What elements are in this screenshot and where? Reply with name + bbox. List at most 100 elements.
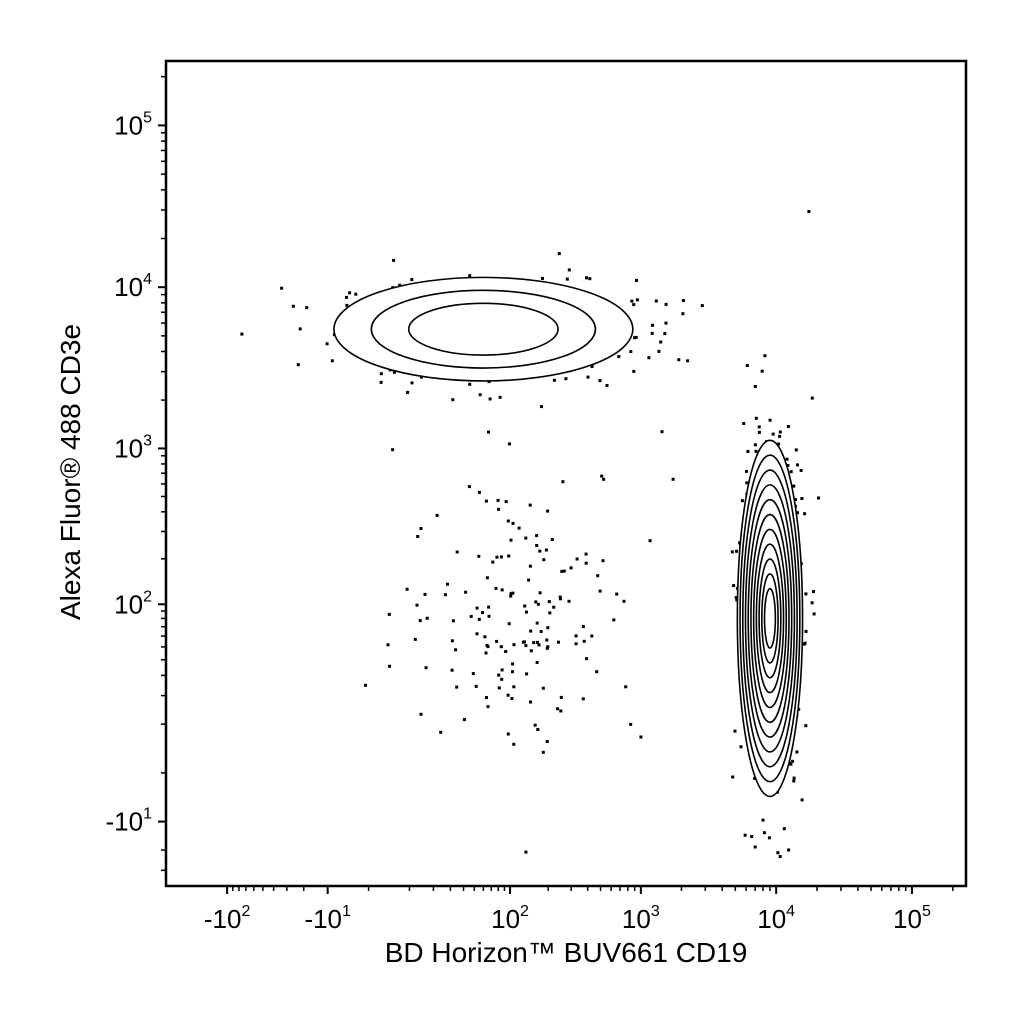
event-dot bbox=[240, 332, 244, 336]
event-dot bbox=[496, 498, 500, 502]
event-dot bbox=[590, 634, 594, 638]
event-dot bbox=[523, 604, 527, 608]
event-dot bbox=[584, 561, 588, 565]
event-dot bbox=[600, 474, 604, 478]
event-dot bbox=[512, 643, 516, 647]
y-tick-label: 102 bbox=[114, 588, 152, 619]
event-dot bbox=[635, 278, 638, 282]
event-dot bbox=[280, 286, 284, 290]
event-dot bbox=[475, 632, 479, 636]
event-dot bbox=[487, 614, 491, 618]
event-dot bbox=[488, 397, 492, 401]
event-dot bbox=[546, 645, 550, 649]
event-dot bbox=[782, 827, 786, 831]
event-dot bbox=[802, 642, 806, 646]
event-dot bbox=[746, 450, 750, 453]
event-dot bbox=[410, 278, 414, 282]
event-dot bbox=[443, 593, 447, 597]
event-dot bbox=[524, 850, 528, 854]
event-dot bbox=[419, 527, 423, 530]
event-dot bbox=[477, 617, 481, 621]
event-dot bbox=[624, 685, 628, 689]
event-dot bbox=[484, 499, 488, 503]
event-dot bbox=[475, 606, 479, 610]
event-dot bbox=[540, 405, 543, 409]
event-dot bbox=[528, 503, 532, 507]
event-dot bbox=[345, 303, 349, 307]
event-dot bbox=[487, 430, 490, 434]
event-dot bbox=[504, 500, 508, 504]
event-dot bbox=[536, 640, 539, 644]
event-dot bbox=[556, 707, 560, 711]
event-dot bbox=[538, 591, 542, 595]
event-dot bbox=[497, 673, 501, 677]
event-dot bbox=[527, 578, 531, 582]
event-dot bbox=[559, 597, 562, 601]
y-tick-label: 103 bbox=[114, 432, 152, 463]
event-dot bbox=[629, 722, 633, 726]
event-dot bbox=[550, 538, 554, 541]
event-dot bbox=[535, 534, 539, 538]
event-dot bbox=[742, 422, 746, 425]
contour-line bbox=[736, 439, 804, 798]
outlier-dot bbox=[634, 335, 638, 339]
event-dot bbox=[451, 619, 455, 623]
event-dot bbox=[763, 354, 767, 358]
event-dot bbox=[364, 683, 367, 687]
event-dot bbox=[564, 377, 568, 381]
contour-line bbox=[752, 528, 788, 709]
event-dot bbox=[750, 835, 754, 838]
event-dot bbox=[379, 372, 383, 376]
event-dot bbox=[545, 740, 549, 743]
y-tick-label: 105 bbox=[114, 109, 152, 140]
event-dot bbox=[495, 639, 499, 643]
event-dot bbox=[506, 693, 510, 697]
event-dot bbox=[535, 661, 539, 664]
event-dot bbox=[419, 712, 423, 716]
event-dot bbox=[536, 728, 540, 731]
event-dot bbox=[500, 668, 504, 672]
event-dot bbox=[413, 637, 417, 641]
event-dot bbox=[534, 600, 538, 604]
event-dot bbox=[567, 268, 571, 272]
event-dot bbox=[528, 564, 532, 568]
event-dot bbox=[745, 481, 749, 485]
event-dot bbox=[792, 776, 796, 780]
event-dot bbox=[499, 645, 503, 649]
event-dot bbox=[632, 303, 636, 307]
event-dot bbox=[388, 664, 391, 668]
x-axis-title: BD Horizon™ BUV661 CD19 bbox=[385, 937, 748, 968]
event-dot bbox=[810, 601, 814, 605]
event-dot bbox=[778, 434, 782, 438]
event-dot bbox=[615, 592, 619, 596]
event-dot bbox=[418, 619, 422, 623]
event-dot bbox=[512, 742, 516, 746]
event-dot bbox=[743, 833, 747, 837]
event-dot bbox=[789, 470, 793, 474]
event-dot bbox=[506, 732, 510, 736]
event-dot bbox=[584, 552, 588, 556]
event-dot bbox=[483, 635, 487, 639]
contour-backdrop bbox=[333, 277, 633, 381]
event-dot bbox=[544, 548, 548, 552]
event-dot bbox=[761, 818, 765, 822]
event-dot bbox=[767, 836, 771, 840]
event-dot bbox=[557, 640, 560, 644]
event-dot bbox=[487, 605, 491, 609]
event-dot bbox=[348, 291, 352, 295]
event-dot bbox=[455, 550, 459, 554]
event-dot bbox=[740, 499, 744, 503]
event-dot bbox=[469, 614, 473, 618]
event-dot bbox=[507, 554, 511, 558]
event-dot bbox=[416, 535, 420, 538]
event-dot bbox=[510, 697, 514, 700]
event-dot bbox=[462, 718, 466, 722]
event-dot bbox=[552, 378, 556, 382]
event-dot bbox=[745, 469, 748, 473]
contour-line bbox=[407, 302, 559, 356]
event-dot bbox=[771, 432, 775, 436]
event-dot bbox=[601, 559, 605, 563]
event-dot bbox=[524, 536, 528, 540]
event-dot bbox=[681, 299, 685, 302]
x-tick-label: -102 bbox=[204, 903, 251, 934]
